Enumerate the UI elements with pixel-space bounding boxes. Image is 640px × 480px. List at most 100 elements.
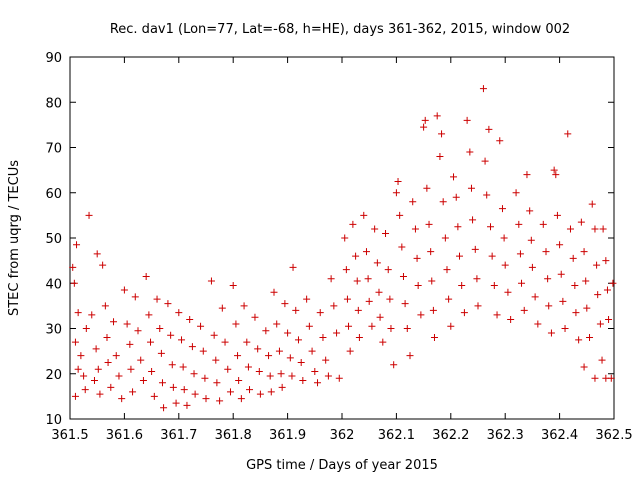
data-point xyxy=(544,275,552,283)
data-point xyxy=(493,311,501,319)
data-point xyxy=(107,383,115,391)
data-point xyxy=(160,404,168,412)
data-point xyxy=(371,225,379,233)
data-point xyxy=(112,352,120,360)
data-point xyxy=(564,130,572,138)
data-point xyxy=(396,211,404,219)
data-point xyxy=(70,279,78,287)
data-point xyxy=(602,257,610,265)
data-point xyxy=(352,252,360,260)
data-point xyxy=(429,306,437,314)
data-point xyxy=(92,345,100,353)
x-axis-label: GPS time / Days of year 2015 xyxy=(246,458,438,473)
data-point xyxy=(580,363,588,371)
data-point xyxy=(512,189,520,197)
data-point xyxy=(420,123,428,131)
data-point xyxy=(577,218,585,226)
data-point xyxy=(441,234,449,242)
y-tick-label: 40 xyxy=(45,277,62,292)
data-point xyxy=(254,345,262,353)
data-point xyxy=(286,354,294,362)
data-point xyxy=(599,225,607,233)
data-point xyxy=(500,234,508,242)
data-point xyxy=(413,254,421,262)
data-point xyxy=(71,392,79,400)
data-point xyxy=(199,347,207,355)
data-point xyxy=(96,390,104,398)
data-point xyxy=(353,277,361,285)
data-point xyxy=(341,234,349,242)
data-point xyxy=(520,306,528,314)
data-point xyxy=(139,377,147,385)
data-point xyxy=(485,125,493,133)
data-point xyxy=(82,325,90,332)
data-point xyxy=(150,392,158,400)
data-point xyxy=(343,295,351,303)
data-point xyxy=(376,313,384,321)
data-point xyxy=(197,322,205,330)
data-point xyxy=(235,377,243,385)
y-tick-label: 50 xyxy=(45,232,62,247)
data-point xyxy=(115,372,123,380)
data-point xyxy=(390,361,398,369)
data-point xyxy=(207,277,215,285)
data-point xyxy=(256,390,264,398)
data-point xyxy=(583,304,591,312)
data-point xyxy=(164,300,172,308)
x-tick-label: 361.5 xyxy=(51,428,88,443)
data-point xyxy=(335,374,343,382)
data-point xyxy=(534,320,542,328)
data-point xyxy=(526,207,534,215)
data-point xyxy=(216,397,224,405)
data-point xyxy=(414,282,422,290)
data-point xyxy=(69,263,77,271)
data-point xyxy=(458,282,466,290)
data-point xyxy=(101,302,109,310)
data-point xyxy=(504,288,512,296)
data-point xyxy=(153,295,161,303)
x-tick-label: 362.3 xyxy=(487,428,524,443)
data-point xyxy=(469,216,477,224)
data-point xyxy=(148,367,156,375)
data-point xyxy=(479,85,487,93)
data-point xyxy=(157,349,165,357)
data-point xyxy=(210,331,218,339)
data-point xyxy=(255,367,263,375)
data-point xyxy=(251,313,259,321)
data-point xyxy=(566,225,574,233)
data-point xyxy=(454,223,462,231)
data-point xyxy=(94,365,102,373)
data-point xyxy=(362,248,370,256)
data-point xyxy=(224,365,232,373)
data-point xyxy=(368,322,376,330)
data-point xyxy=(460,309,468,317)
data-point xyxy=(384,266,392,274)
data-point xyxy=(103,334,111,342)
data-point xyxy=(319,334,327,342)
data-point xyxy=(421,116,429,124)
data-point xyxy=(596,320,604,328)
data-point xyxy=(593,261,601,269)
data-point xyxy=(275,347,283,355)
data-point xyxy=(232,320,240,328)
data-point xyxy=(180,386,188,394)
data-point xyxy=(445,295,453,303)
data-point xyxy=(147,338,155,346)
data-point xyxy=(425,220,433,228)
data-point xyxy=(226,388,234,396)
data-point xyxy=(360,211,368,219)
data-point xyxy=(387,325,395,332)
data-point xyxy=(158,379,166,387)
data-point xyxy=(175,309,183,317)
data-point xyxy=(527,236,535,244)
data-point xyxy=(571,282,579,290)
data-point xyxy=(145,311,153,319)
data-point xyxy=(591,374,599,382)
data-point xyxy=(305,322,313,330)
data-point xyxy=(172,399,180,407)
data-point xyxy=(288,372,296,380)
data-point xyxy=(178,336,186,344)
data-point xyxy=(515,220,523,228)
data-point xyxy=(221,338,229,346)
